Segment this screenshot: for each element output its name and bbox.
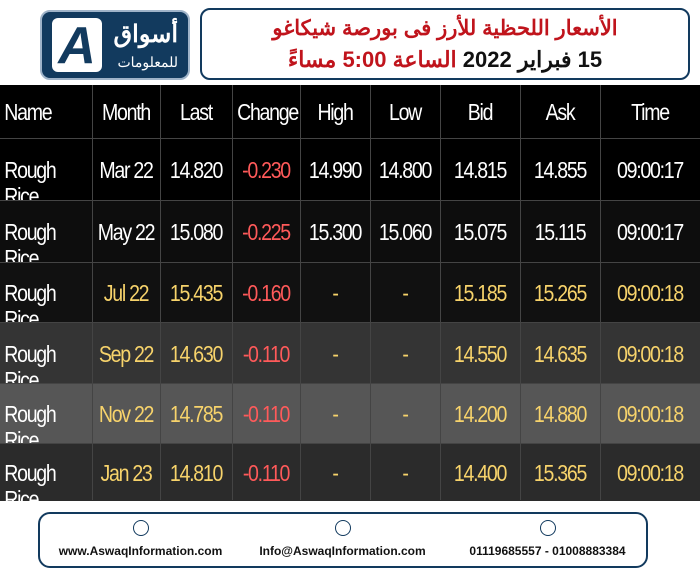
phone-item: 01119685557 - 01008883384 [450, 520, 645, 558]
column-divider [370, 85, 371, 500]
phones: 01119685557 - 01008883384 [469, 544, 626, 558]
column-header: High [317, 98, 353, 125]
subtitle-time: الساعة 5:00 مساءً [287, 47, 457, 72]
logo: A أسواق للمعلومات [40, 10, 190, 80]
website: www.AswaqInformation.com [58, 544, 223, 558]
column-header: Last [180, 98, 213, 125]
table-cell: May 22 [97, 219, 156, 245]
table-cell: -0.160 [242, 280, 291, 306]
table-cell: 09:00:17 [617, 157, 684, 183]
table-cell: 15.080 [169, 219, 223, 245]
table-cell: - [402, 459, 409, 486]
website-item: www.AswaqInformation.com [48, 520, 233, 558]
table-cell: -0.110 [242, 459, 291, 486]
table-cell: -0.230 [242, 157, 291, 183]
table-cell: - [402, 280, 409, 306]
column-header: Month [102, 98, 151, 125]
table-cell: 14.815 [453, 157, 507, 183]
table-cell: Mar 22 [99, 157, 153, 183]
table-cell: - [332, 280, 339, 306]
table-cell: 15.435 [169, 280, 223, 306]
table-cell: 14.785 [169, 401, 223, 427]
table-cell: 14.990 [308, 157, 362, 183]
table-cell: - [332, 340, 339, 367]
table-row: Rough Rice Jan 23 14.810 -0.110 - - 14.400 15.3… [0, 443, 700, 512]
title-box: الأسعار اللحظية للأرز فى بورصة شيكاغو 15… [200, 8, 690, 80]
logo-letter: A [52, 18, 102, 74]
footer: www.AswaqInformation.com Info@AswaqInfor… [38, 512, 648, 568]
table-cell: 14.630 [169, 340, 223, 367]
table-cell: Rough Rice [4, 459, 57, 512]
table-cell: - [332, 401, 339, 427]
table-cell: Rough Rice [4, 280, 57, 332]
table-cell: 14.200 [453, 401, 507, 427]
table-cell: 15.365 [533, 459, 587, 486]
table-cell: - [332, 459, 339, 486]
table-cell: 14.880 [533, 401, 587, 427]
column-divider [160, 85, 161, 500]
table-cell: 15.115 [534, 219, 587, 245]
phone-icon [539, 520, 556, 536]
column-divider [92, 85, 93, 500]
table-cell: 14.820 [169, 157, 223, 183]
price-table: Name Month Last Change High Low Bid Ask Time Roug… [0, 85, 700, 512]
column-header: Bid [467, 98, 494, 125]
globe-icon [132, 520, 149, 536]
table-cell: 09:00:18 [617, 459, 684, 486]
table-cell: 09:00:17 [617, 219, 684, 245]
column-header: Time [631, 98, 670, 125]
table-cell: Jul 22 [103, 280, 150, 306]
column-divider [300, 85, 301, 500]
column-header: Name [4, 98, 52, 125]
table-cell: 09:00:18 [617, 280, 684, 306]
table-cell: 15.300 [308, 219, 362, 245]
table-cell: -0.225 [242, 219, 291, 245]
subtitle-date: 15 فبراير 2022 [462, 47, 603, 72]
email: Info@AswaqInformation.com [259, 544, 426, 558]
email-item: Info@AswaqInformation.com [245, 520, 440, 558]
table-cell: 14.800 [378, 157, 432, 183]
column-header: Ask [545, 98, 576, 125]
table-cell: - [402, 340, 409, 367]
table-cell: 15.075 [453, 219, 507, 245]
table-cell: 09:00:18 [617, 340, 684, 367]
column-divider [232, 85, 233, 500]
table-cell: Sep 22 [98, 340, 155, 367]
table-row: Rough Rice May 22 15.080 -0.225 15.300 15.060… [0, 200, 700, 271]
table-cell: 14.855 [533, 157, 587, 183]
column-divider [520, 85, 521, 500]
table-row: Rough Rice Nov 22 14.785 -0.110- -14.200 14.8… [0, 383, 700, 453]
logo-name: أسواق [113, 21, 178, 48]
table-cell: 14.400 [453, 459, 507, 486]
logo-tagline: للمعلومات [117, 54, 178, 70]
table-cell: 14.810 [169, 459, 223, 486]
header-row: Name Month Last Change High Low Bid Ask Time [0, 85, 700, 138]
mail-icon [334, 520, 351, 536]
column-header: Low [388, 98, 422, 125]
table-cell: 15.060 [378, 219, 432, 245]
subtitle: 15 فبراير 2022 الساعة 5:00 مساءً [202, 47, 688, 73]
column-header: Change [237, 98, 299, 125]
table-cell: -0.110 [242, 401, 291, 427]
table-cell: 15.185 [453, 280, 507, 306]
table-cell: -0.110 [242, 340, 291, 367]
table-cell: Jan 23 [100, 459, 152, 486]
column-divider [600, 85, 601, 500]
table-row: Rough Rice Jul 22 15.435 -0.160 - - 15.185 15.2… [0, 262, 700, 332]
table-cell: - [402, 401, 409, 427]
table-cell: 09:00:18 [617, 401, 684, 427]
table-cell: 14.635 [533, 340, 587, 367]
table-cell: Rough Rice [4, 157, 57, 209]
table-row: Rough Rice Sep 22 14.630 -0.110- -14.550 14.6… [0, 322, 700, 393]
table-row: Rough Rice Mar 22 14.820 -0.230 14.990 14.800… [0, 138, 700, 209]
table-cell: 15.265 [533, 280, 587, 306]
table-cell: Nov 22 [98, 401, 155, 427]
title: الأسعار اللحظية للأرز فى بورصة شيكاغو [272, 17, 618, 40]
column-divider [440, 85, 441, 500]
table-cell: 14.550 [453, 340, 507, 367]
